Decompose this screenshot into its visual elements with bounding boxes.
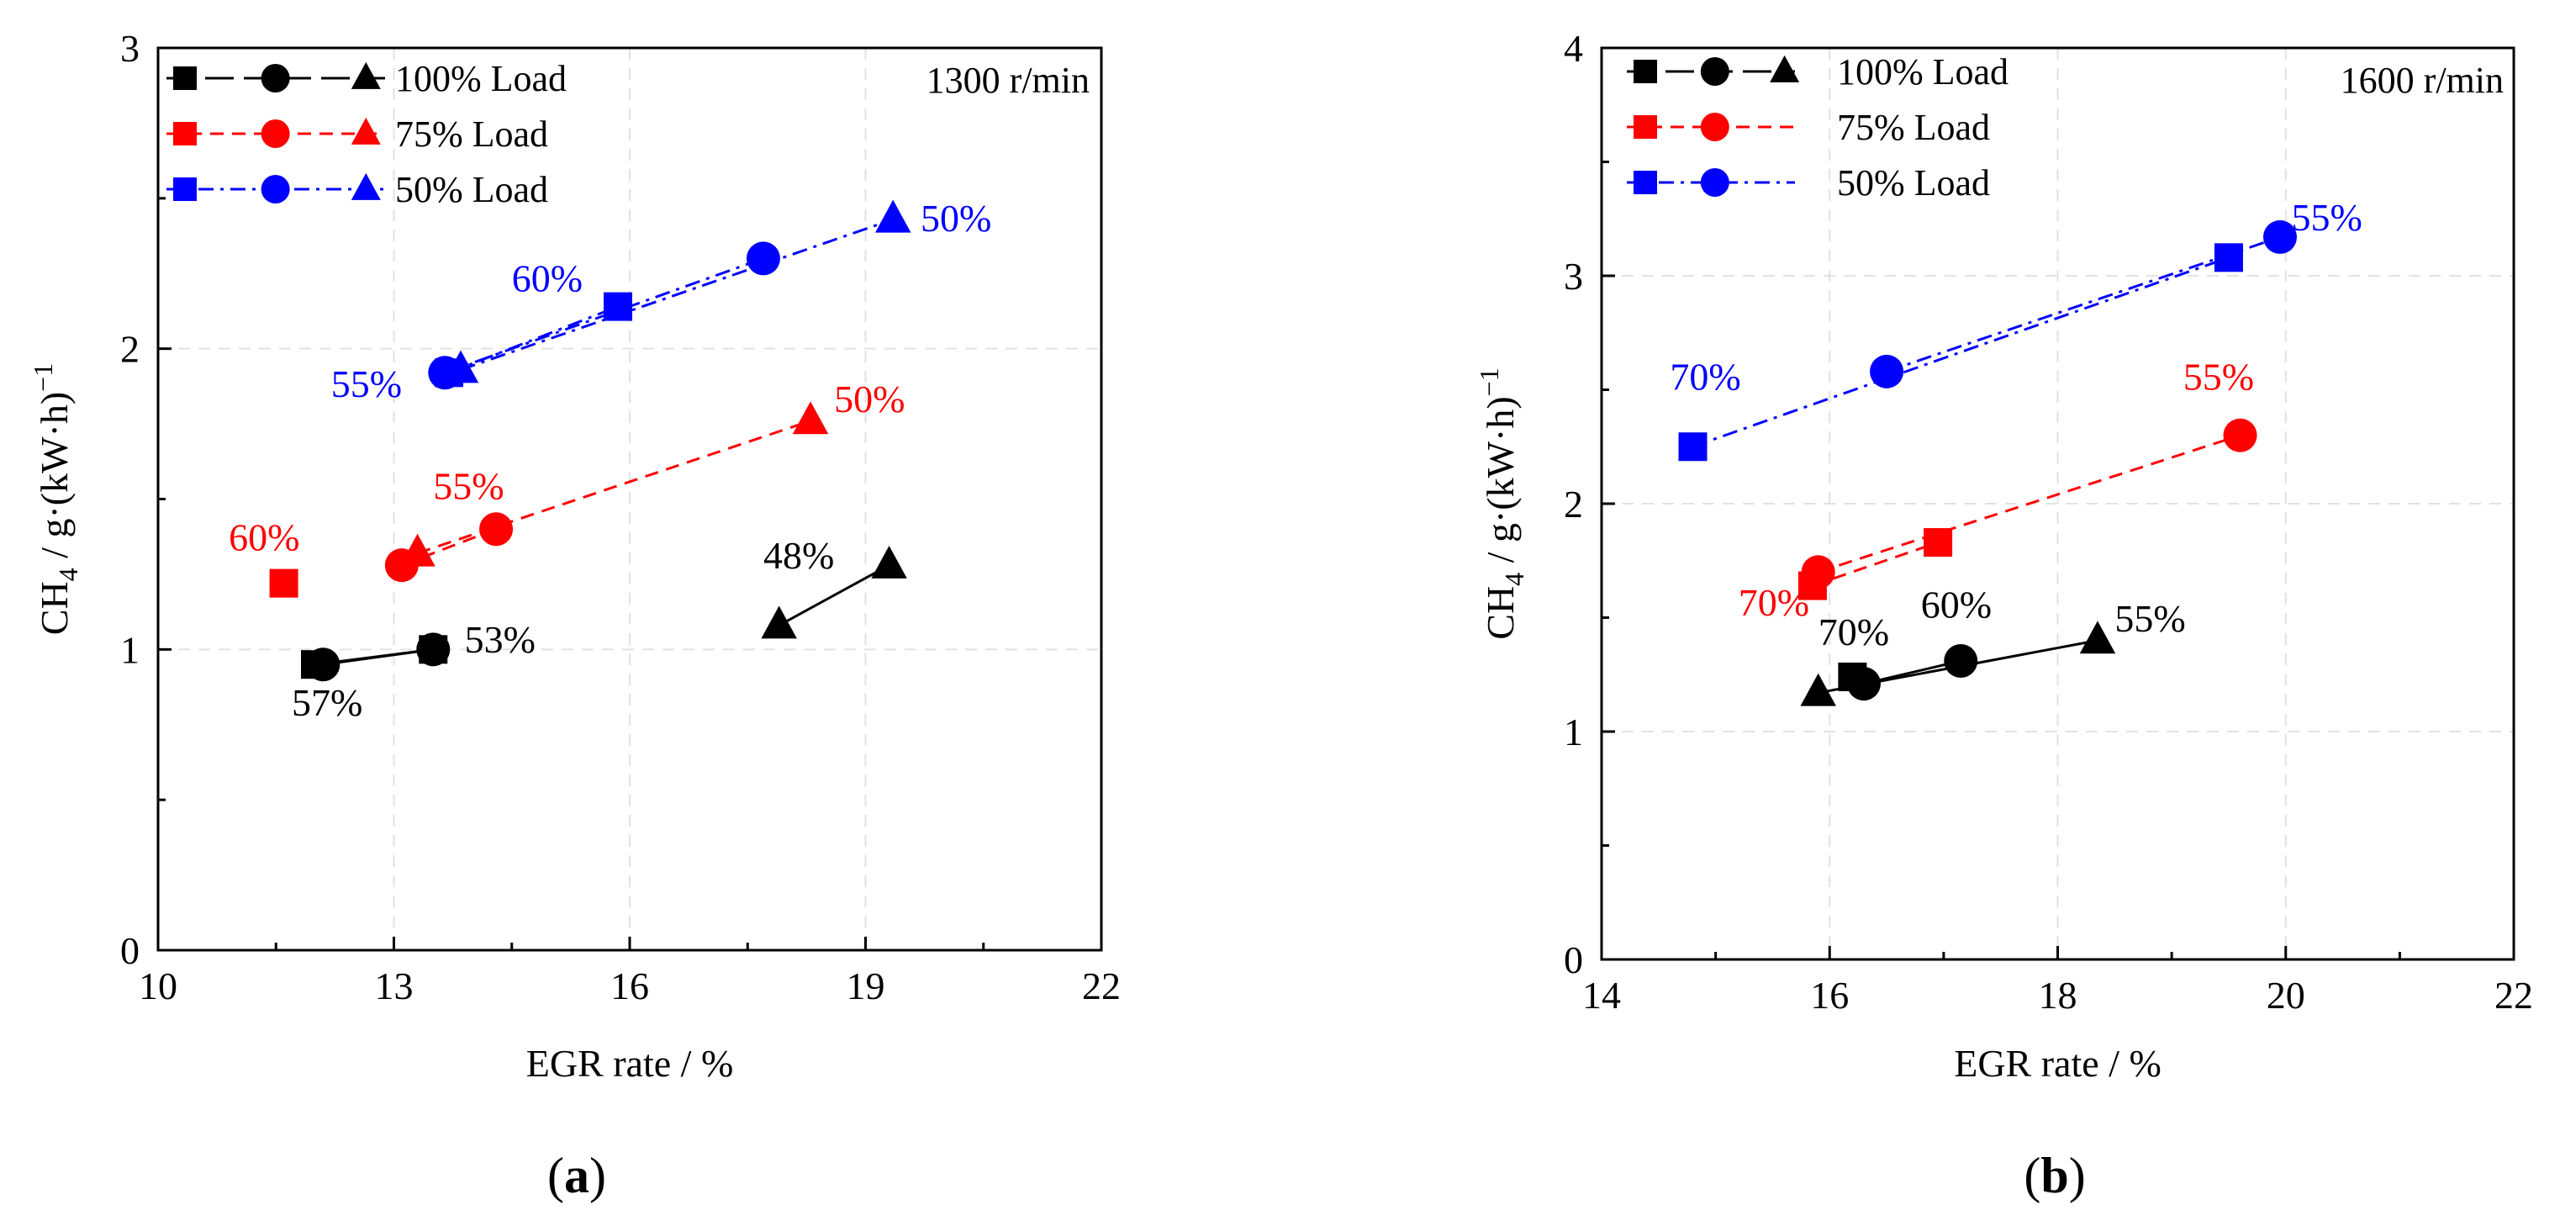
legend-marker-square: [1634, 171, 1657, 194]
data-point-circle: [2262, 219, 2297, 254]
x-axis-title: EGR rate / %: [1954, 1042, 2162, 1085]
y-tick-label: 1: [120, 628, 140, 671]
data-point-triangle: [399, 533, 435, 567]
legend-marker-circle: [261, 119, 290, 148]
x-tick-label: 14: [1582, 974, 1621, 1017]
data-point-circle: [1801, 555, 1835, 589]
legend-marker-square: [173, 66, 197, 90]
point-annotation: 60%: [512, 257, 583, 300]
y-tick-label: 4: [1564, 27, 1583, 70]
x-tick-label: 18: [2039, 974, 2077, 1017]
legend-marker-triangle: [351, 61, 381, 89]
point-annotation: 70%: [1670, 356, 1740, 399]
legend-label: 75% Load: [1837, 107, 1990, 148]
x-tick-label: 19: [847, 964, 885, 1007]
legend-marker-circle: [1700, 168, 1729, 197]
y-tick-label: 3: [1564, 255, 1583, 298]
point-annotation: 48%: [763, 534, 834, 577]
point-annotation: 55%: [433, 465, 504, 508]
x-tick-label: 20: [2267, 974, 2305, 1017]
x-tick-label: 16: [1810, 974, 1849, 1017]
series-line: [448, 305, 619, 374]
chart-panel-a: 10 13 16 19 22 0 1 2 3 EGR rate / % CH4 / g·(kW·h)…: [28, 27, 1121, 1203]
data-point-circle: [1944, 643, 1978, 678]
series-line: [1886, 235, 2281, 373]
data-point-square: [1924, 528, 1953, 558]
data-point-triangle: [761, 605, 797, 639]
point-annotation: 70%: [1739, 581, 1809, 624]
data-point-square: [2214, 243, 2243, 272]
y-tick-label: 2: [120, 328, 140, 371]
x-tick-label: 22: [2494, 974, 2533, 1017]
series-line: [401, 527, 497, 567]
point-annotation: 55%: [2292, 196, 2362, 239]
data-point-square: [1678, 432, 1708, 462]
data-point-circle: [2223, 418, 2257, 452]
panel-label: (b): [2024, 1148, 2085, 1203]
point-annotation: 50%: [834, 378, 905, 420]
speed-label: 1600 r/min: [2341, 60, 2504, 101]
data-point-triangle: [792, 401, 829, 435]
y-tick-label: 1: [1564, 711, 1583, 753]
data-point-circle: [306, 647, 340, 682]
legend-label: 100% Load: [1837, 51, 2009, 92]
point-annotation: 53%: [465, 618, 536, 661]
legend-marker-square: [173, 122, 197, 145]
data-point-triangle: [442, 350, 479, 383]
data-point-triangle: [1800, 673, 1836, 706]
legend-label: 50% Load: [395, 169, 548, 210]
data-point-circle: [1870, 354, 1904, 388]
data-point-triangle: [874, 199, 911, 233]
panel-label: (a): [547, 1148, 606, 1203]
data-point-square: [269, 568, 298, 598]
legend-marker-circle: [261, 175, 290, 203]
legend-marker-circle: [1700, 113, 1729, 141]
y-tick-label: 2: [1564, 483, 1583, 526]
data-point-square: [603, 292, 632, 321]
data-point-circle: [746, 241, 780, 276]
legend-label: 100% Load: [395, 58, 567, 99]
point-annotation: 55%: [331, 362, 402, 405]
x-tick-label: 16: [610, 964, 649, 1007]
y-tick-label: 0: [120, 929, 140, 972]
point-annotation: 60%: [229, 515, 299, 558]
series-line: [460, 218, 894, 372]
legend-marker-triangle: [351, 172, 381, 200]
data-point-triangle: [871, 545, 907, 579]
point-annotation: 70%: [1819, 610, 1889, 653]
point-annotation: 50%: [921, 197, 991, 240]
point-annotation: 55%: [2183, 356, 2254, 399]
series-line: [1692, 256, 2230, 448]
speed-label: 1300 r/min: [926, 60, 1090, 101]
y-axis-title: CH4 / g·(kW·h)−1: [1474, 367, 1529, 639]
point-annotation: 57%: [292, 681, 362, 724]
series-line: [778, 563, 890, 627]
legend-marker-square: [1634, 115, 1657, 139]
legend-marker-triangle: [1770, 55, 1800, 82]
legend-marker-square: [173, 177, 197, 201]
point-annotation: 55%: [2114, 597, 2185, 640]
x-tick-label: 13: [375, 964, 414, 1007]
series-line: [1818, 434, 2241, 573]
x-tick-label: 22: [1082, 964, 1121, 1007]
chart-panel-b: 14 16 18 20 22 0 1 2 3 4 EGR rate / % CH4 / g·(kW·h…: [1474, 27, 2533, 1203]
x-tick-label: 10: [139, 964, 177, 1007]
data-point-circle: [479, 512, 514, 547]
data-point-circle: [1846, 667, 1881, 701]
data-point-circle: [416, 632, 451, 667]
legend-marker-circle: [1700, 57, 1729, 86]
legend-label: 50% Load: [1837, 162, 1990, 203]
legend-marker-square: [1634, 60, 1657, 83]
y-tick-label: 3: [120, 27, 140, 70]
series-line: [323, 647, 434, 666]
x-axis-title: EGR rate / %: [526, 1042, 734, 1085]
y-tick-label: 0: [1564, 938, 1583, 981]
legend-marker-triangle: [351, 117, 381, 145]
data-point-triangle: [2079, 621, 2116, 654]
legend-marker-circle: [261, 64, 290, 92]
point-annotation: 60%: [1921, 584, 1992, 626]
y-axis-title: CH4 / g·(kW·h)−1: [28, 363, 83, 635]
legend-label: 75% Load: [395, 114, 548, 155]
